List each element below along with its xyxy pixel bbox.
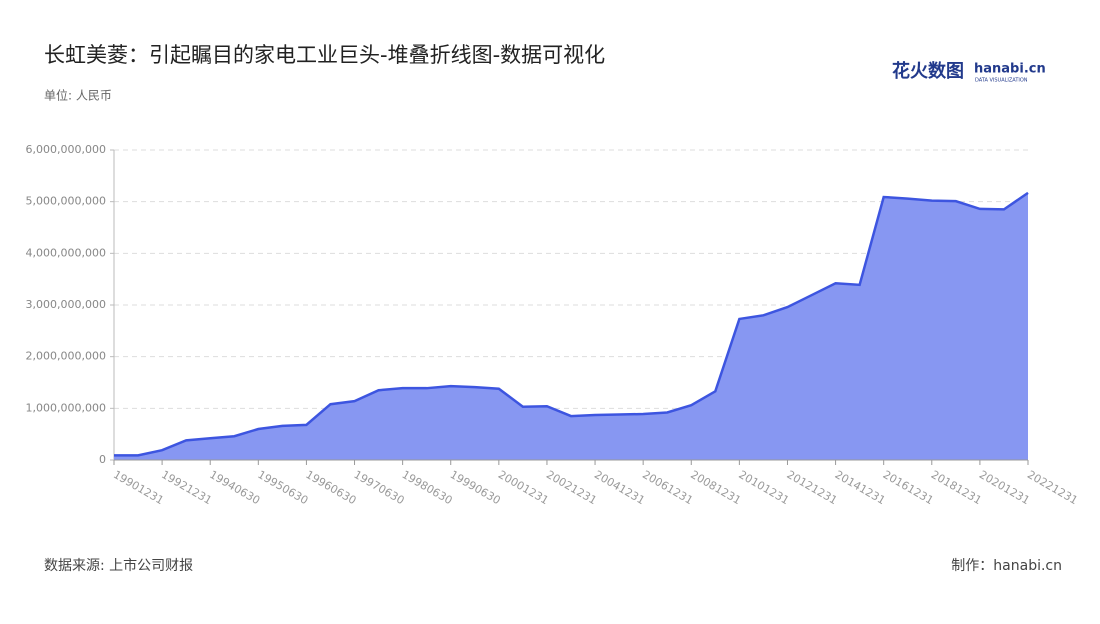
x-tick-label: 19901231 [111,468,166,507]
x-tick-label: 19950630 [255,468,310,507]
unit-label: 单位: 人民币 [44,88,112,103]
x-tick-label: 19921231 [159,468,214,507]
y-tick-label: 1,000,000,000 [26,401,106,414]
x-tick-label: 19940630 [207,468,262,507]
x-tick-label: 19970630 [352,468,407,507]
x-tick-label: 20161231 [881,468,936,507]
area-fill [114,192,1028,460]
chart-title: 长虹美菱：引起瞩目的家电工业巨头-堆叠折线图-数据可视化 [44,43,605,67]
logo-brand: 花火数图 [892,60,964,82]
y-tick-label: 4,000,000,000 [26,246,106,259]
credit: 制作：hanabi.cn [951,558,1062,574]
y-tick-label: 5,000,000,000 [26,195,106,208]
x-tick-label: 20041231 [592,468,647,507]
area-line [114,191,1029,457]
y-tick-label: 2,000,000,000 [26,350,106,363]
x-tick-label: 20061231 [640,468,695,507]
x-tick-label: 20101231 [736,468,791,507]
x-tick-label: 20141231 [833,468,888,507]
x-tick-label: 19990630 [448,468,503,507]
logo-tagline: DATA VISUALIZATION [975,78,1028,84]
x-tick-label: 20121231 [784,468,839,507]
x-tick-label: 20201231 [977,468,1032,507]
y-tick-label: 0 [99,453,106,466]
x-tick-label: 19960630 [303,468,358,507]
x-tick-label: 20021231 [544,468,599,507]
x-tick-label: 20221231 [1025,468,1080,507]
source: 数据来源: 上市公司财报 [44,557,193,574]
x-tick-label: 20081231 [688,468,743,507]
logo-site: hanabi.cn [974,62,1046,77]
x-tick-label: 20001231 [496,468,551,507]
x-tick-label: 19980630 [400,468,455,507]
y-tick-label: 3,000,000,000 [26,298,106,311]
y-tick-label: 6,000,000,000 [26,143,106,156]
x-tick-label: 20181231 [929,468,984,507]
